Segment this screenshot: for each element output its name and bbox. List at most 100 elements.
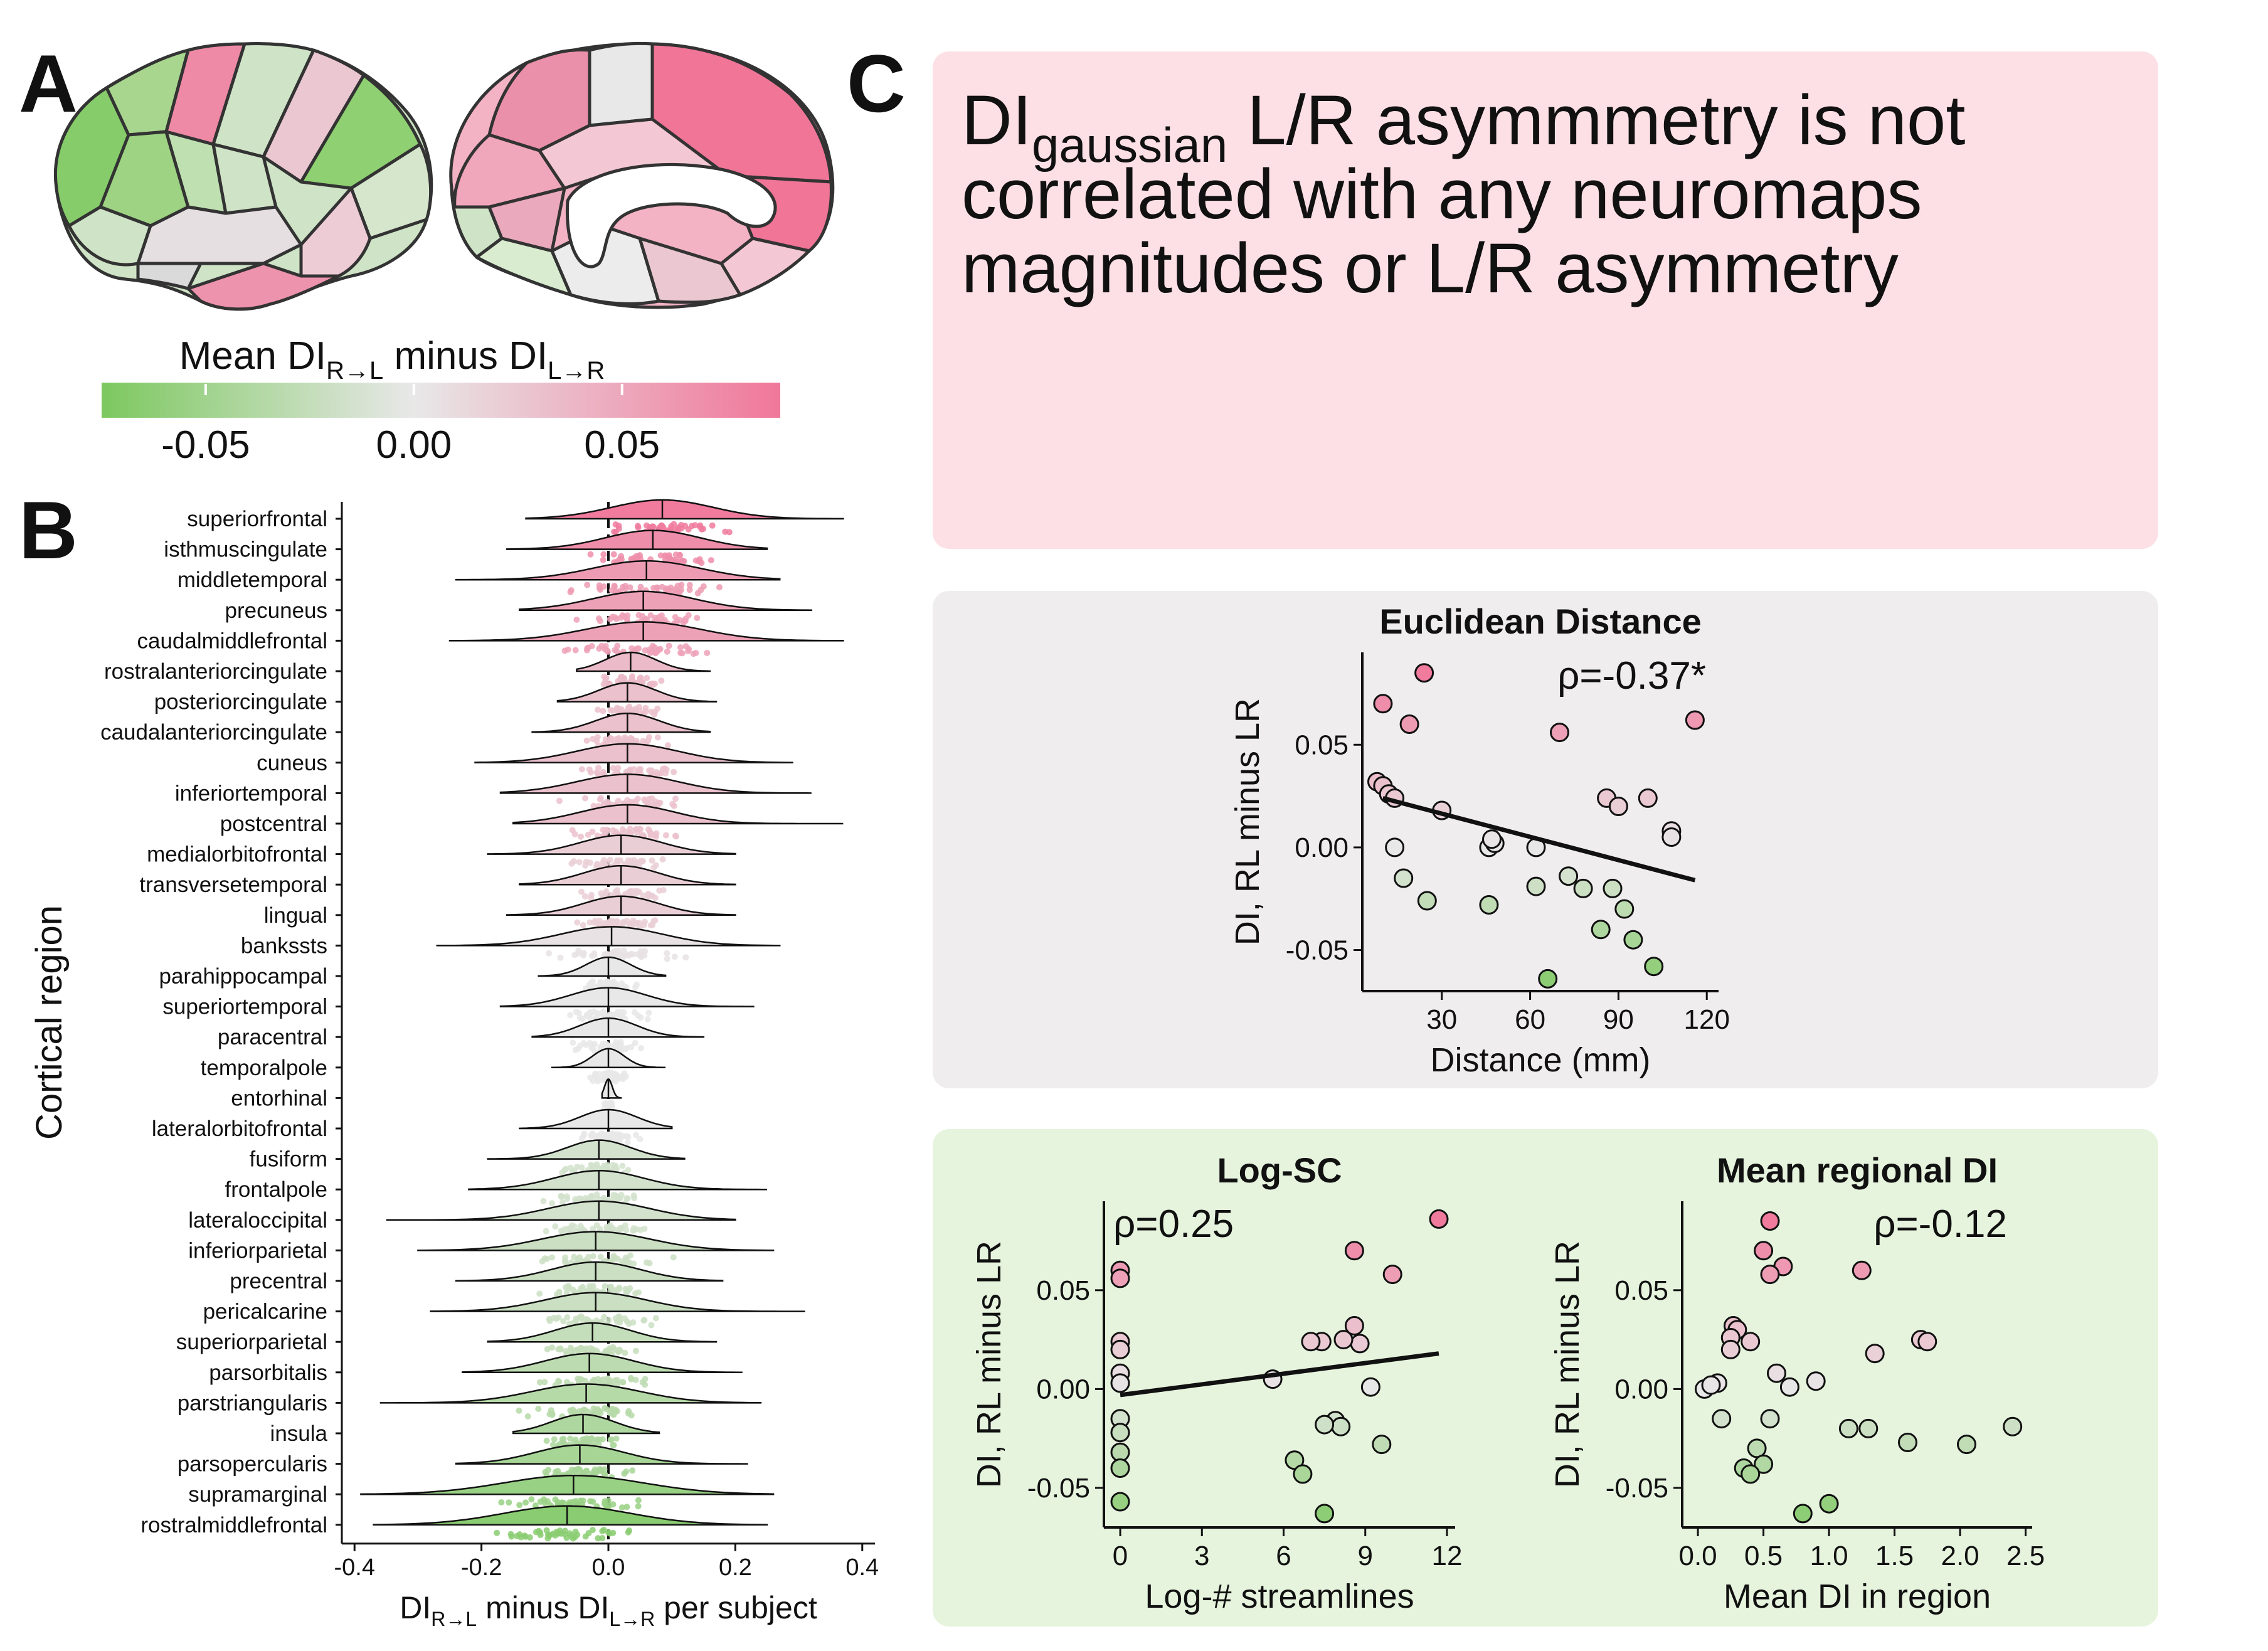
subject-point xyxy=(689,523,695,529)
subject-point xyxy=(605,1317,612,1324)
data-point xyxy=(1591,920,1611,940)
panel-c-title: DIgaussian L/R asymmmetry is not xyxy=(962,81,1965,173)
subject-point xyxy=(581,893,588,900)
violin-shape xyxy=(519,1108,673,1130)
subject-point xyxy=(584,581,591,588)
data-point xyxy=(1331,1416,1351,1436)
subject-point xyxy=(571,1253,578,1260)
x-tick-label: -0.4 xyxy=(334,1554,374,1581)
subject-point xyxy=(694,615,701,622)
subject-point xyxy=(612,1073,618,1080)
subject-point xyxy=(640,738,647,745)
region-label: pericalcarine xyxy=(203,1300,327,1324)
subject-point xyxy=(623,1504,630,1510)
regression-line xyxy=(1382,795,1696,883)
subject-point xyxy=(570,1039,576,1046)
subject-point xyxy=(616,1284,623,1291)
colorbar-tick-label: -0.05 xyxy=(161,423,250,467)
subject-point xyxy=(624,1195,631,1202)
correlation-annotation: ρ=-0.37* xyxy=(1557,654,1706,698)
subject-point xyxy=(694,590,701,597)
region-label: frontalpole xyxy=(225,1177,327,1202)
subject-point xyxy=(666,555,673,562)
subject-point xyxy=(707,557,714,564)
data-point xyxy=(1550,723,1569,743)
subject-point xyxy=(615,765,622,772)
panel-c-title-line3: magnitudes or L/R asymmetry xyxy=(962,229,1899,307)
subject-point xyxy=(609,613,616,620)
subject-point xyxy=(536,1379,543,1386)
subject-point xyxy=(602,890,609,897)
subject-point xyxy=(570,1406,576,1413)
subject-point xyxy=(624,1139,631,1145)
subject-point xyxy=(642,1376,649,1383)
scatter-euclidean-distance: Euclidean Distance 30 60 90 120 0.05 0.00 -0.05… xyxy=(1229,602,1730,1079)
subject-point xyxy=(618,1504,625,1511)
data-point xyxy=(1333,1330,1354,1350)
subject-point xyxy=(556,1441,563,1448)
region-label: lingual xyxy=(264,903,327,928)
x-tick-label: 0.0 xyxy=(1678,1541,1717,1571)
subject-point xyxy=(578,888,585,895)
subject-point xyxy=(561,1258,568,1265)
data-point xyxy=(1482,829,1502,849)
subject-point xyxy=(600,551,607,558)
violin-shape xyxy=(474,743,793,764)
data-point xyxy=(2003,1416,2023,1436)
subject-point xyxy=(571,831,578,837)
data-point xyxy=(1701,1375,1721,1395)
subject-point xyxy=(600,556,607,563)
subject-point xyxy=(664,950,670,957)
data-point xyxy=(1344,1316,1364,1335)
scatter-mean-regional-di: Mean regional DI 0.0 0.5 1.0 1.5 2.0 2.5 0.05 0.… xyxy=(1549,1150,2045,1615)
subject-point xyxy=(583,737,590,744)
subject-point xyxy=(620,1379,626,1386)
subject-point xyxy=(593,1162,600,1169)
region-label: bankssts xyxy=(241,933,327,958)
subject-point xyxy=(594,861,600,868)
subject-point xyxy=(607,1406,614,1413)
panel-c-title-line2: correlated with any neuromaps xyxy=(962,155,1922,233)
y-tick-label: -0.05 xyxy=(1286,935,1349,966)
subject-point xyxy=(608,950,615,957)
data-point xyxy=(1372,1435,1392,1455)
violin-shape xyxy=(379,1383,762,1404)
subject-point xyxy=(652,832,659,838)
subject-point xyxy=(623,1256,630,1263)
subject-point xyxy=(663,832,669,839)
subject-point xyxy=(675,524,682,531)
subject-point xyxy=(658,770,665,777)
subject-point xyxy=(634,859,641,866)
subject-point xyxy=(704,649,711,656)
violin-shape xyxy=(448,621,844,642)
x-tick-label: 9 xyxy=(1358,1541,1373,1571)
subject-point xyxy=(556,797,563,804)
subject-point xyxy=(556,1290,563,1297)
subject-point xyxy=(644,674,650,681)
data-point xyxy=(1110,1458,1130,1478)
subject-point xyxy=(654,705,661,712)
x-tick-label: 30 xyxy=(1426,1004,1457,1035)
region-label: medialorbitofrontal xyxy=(147,842,327,867)
data-point xyxy=(1360,1377,1380,1397)
data-point xyxy=(1819,1494,1839,1514)
subject-point xyxy=(576,1010,582,1016)
violin-shape xyxy=(436,926,781,947)
subject-point xyxy=(622,1349,628,1356)
y-tick-label: -0.05 xyxy=(1606,1473,1668,1504)
subject-point xyxy=(580,1039,587,1046)
subject-point xyxy=(590,802,597,809)
subject-point xyxy=(571,1439,578,1446)
correlation-annotation: ρ=-0.12 xyxy=(1873,1202,2007,1246)
subject-point xyxy=(686,587,693,593)
subject-point xyxy=(564,646,571,653)
y-tick-label: 0.05 xyxy=(1036,1275,1090,1306)
subject-point xyxy=(670,521,677,528)
violin-shape xyxy=(531,1017,705,1038)
subject-point xyxy=(577,1497,584,1504)
violin-shape xyxy=(512,804,844,825)
subject-point xyxy=(623,1468,630,1475)
subject-point xyxy=(633,890,640,897)
subject-point xyxy=(672,795,679,802)
subject-point xyxy=(567,1344,574,1351)
